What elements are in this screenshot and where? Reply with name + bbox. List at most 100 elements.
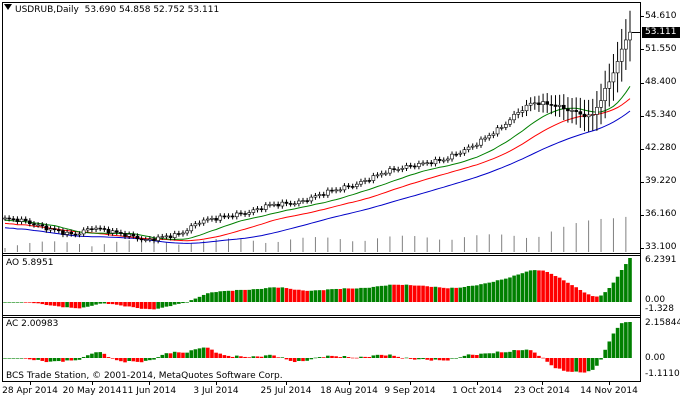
candle-body [3, 217, 7, 220]
candle-body [624, 39, 628, 50]
candle-body [139, 238, 144, 241]
candle-body [549, 104, 554, 106]
candle-body [52, 228, 57, 231]
ac-bar [317, 357, 322, 358]
ao-bar [263, 288, 268, 302]
ac-bar [330, 355, 334, 358]
ac-bar [94, 352, 98, 358]
ao-bar [276, 287, 280, 302]
candle-body [32, 223, 36, 226]
ac-bar [11, 358, 16, 359]
ao-bar [326, 289, 330, 302]
price-tick: 42.280 [645, 143, 677, 153]
candle-body [284, 201, 289, 204]
candle-body [392, 168, 396, 171]
ac-bar [355, 357, 359, 359]
candle-body [462, 149, 467, 154]
ao-bar [429, 286, 434, 302]
date-tick: 20 May 2014 [62, 386, 122, 396]
ma-slow-line [4, 110, 631, 244]
ac-bar [350, 357, 355, 359]
candle-body [255, 208, 260, 211]
ac-bar [595, 358, 599, 366]
candle-body [611, 72, 616, 83]
ac-bar [32, 358, 36, 361]
ao-bar [433, 286, 438, 302]
ao-bar [40, 302, 45, 305]
ao-bar [177, 302, 181, 304]
ac-bar [268, 354, 272, 358]
candle-body [313, 195, 318, 198]
candle-body [131, 233, 136, 237]
ac-bar [458, 357, 463, 358]
ac-bar [446, 358, 450, 361]
ao-bar [495, 280, 500, 302]
ao-bar [619, 270, 624, 302]
ac-bar [36, 358, 40, 360]
ac-bar [524, 349, 529, 358]
ao-bar [417, 285, 421, 302]
ao-bar [541, 270, 545, 302]
ac-tick: 2.15844 [645, 318, 680, 328]
ao-bar [32, 302, 36, 304]
candle-body [156, 236, 160, 241]
candle-body [346, 185, 351, 188]
ac-bar [255, 356, 260, 358]
chart-frame [2, 2, 641, 382]
symbol-title: USDRUB,Daily 53.690 54.858 52.752 53.111 [15, 5, 220, 15]
candle-body [177, 233, 181, 235]
ac-bar [247, 357, 252, 358]
ac-bar [437, 358, 442, 361]
candle-body [197, 222, 202, 225]
ac-tick: 0.00 [645, 353, 666, 363]
candle-body [321, 194, 326, 196]
candle-body [326, 189, 330, 196]
ac-bar [615, 327, 620, 358]
candle-body [516, 112, 521, 115]
ac-bar [164, 353, 169, 358]
candle-body [11, 218, 16, 221]
ao-bar [139, 302, 144, 309]
candle-body [288, 203, 293, 205]
ac-bar [334, 356, 338, 358]
candle-body [309, 196, 314, 202]
ao-bar [528, 270, 533, 302]
ma-mid-line [4, 98, 631, 242]
ao-bar [359, 287, 363, 302]
candle-body [421, 162, 425, 165]
candle-body [218, 215, 223, 221]
candle-body [545, 101, 550, 105]
ac-bar [408, 358, 413, 359]
ac-bar [429, 358, 434, 361]
candle-body [338, 189, 343, 192]
ac-bar [313, 357, 318, 359]
ac-bar [566, 358, 570, 372]
candle-body [98, 227, 102, 230]
ao-bar [106, 302, 111, 304]
symbol-dropdown-icon[interactable] [4, 3, 13, 12]
ac-bar [499, 352, 504, 358]
candle-body [181, 232, 185, 235]
candle-body [272, 203, 276, 206]
candle-body [363, 180, 367, 182]
ao-bar [549, 273, 554, 302]
ao-bar [280, 287, 285, 302]
candle-body [210, 218, 214, 220]
ao-bar [197, 296, 202, 302]
ac-bar [69, 358, 74, 361]
ac-bar [375, 354, 380, 358]
ao-bar [172, 302, 177, 305]
ao-bar [520, 273, 525, 302]
candle-body [226, 215, 231, 218]
candle-body [483, 137, 487, 140]
ao-bar [81, 302, 86, 308]
candle-body [61, 230, 65, 235]
ac-bar [557, 358, 562, 369]
ao-bar [143, 302, 148, 309]
ao-bar [603, 292, 607, 302]
candle-body [19, 218, 24, 222]
ao-bar [317, 290, 322, 302]
candle-body [404, 165, 409, 169]
